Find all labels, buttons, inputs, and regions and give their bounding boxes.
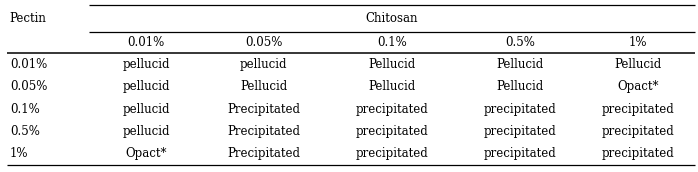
Text: 0.05%: 0.05% <box>10 80 47 93</box>
Text: Pellucid: Pellucid <box>614 58 661 71</box>
Text: precipitated: precipitated <box>484 125 557 138</box>
Text: pellucid: pellucid <box>240 58 288 71</box>
Text: precipitated: precipitated <box>601 103 674 116</box>
Text: Pellucid: Pellucid <box>497 58 544 71</box>
Text: precipitated: precipitated <box>484 147 557 160</box>
Text: 0.5%: 0.5% <box>10 125 40 138</box>
Text: precipitated: precipitated <box>601 147 674 160</box>
Text: pellucid: pellucid <box>123 103 170 116</box>
Text: 0.01%: 0.01% <box>128 36 165 49</box>
Text: 0.1%: 0.1% <box>377 36 407 49</box>
Text: 1%: 1% <box>628 36 647 49</box>
Text: 0.1%: 0.1% <box>10 103 40 116</box>
Text: precipitated: precipitated <box>355 103 429 116</box>
Text: Pellucid: Pellucid <box>240 80 288 93</box>
Text: Precipitated: Precipitated <box>227 103 300 116</box>
Text: pellucid: pellucid <box>123 125 170 138</box>
Text: 0.01%: 0.01% <box>10 58 47 71</box>
Text: 0.05%: 0.05% <box>245 36 283 49</box>
Text: 0.5%: 0.5% <box>505 36 535 49</box>
Text: Pellucid: Pellucid <box>369 58 415 71</box>
Text: Pectin: Pectin <box>10 12 47 25</box>
Text: precipitated: precipitated <box>601 125 674 138</box>
Text: Precipitated: Precipitated <box>227 147 300 160</box>
Text: 1%: 1% <box>10 147 29 160</box>
Text: pellucid: pellucid <box>123 58 170 71</box>
Text: precipitated: precipitated <box>484 103 557 116</box>
Text: Pellucid: Pellucid <box>497 80 544 93</box>
Text: Pellucid: Pellucid <box>369 80 415 93</box>
Text: Opact*: Opact* <box>126 147 167 160</box>
Text: Opact*: Opact* <box>617 80 658 93</box>
Text: Chitosan: Chitosan <box>0 171 1 172</box>
Text: precipitated: precipitated <box>355 125 429 138</box>
Text: precipitated: precipitated <box>355 147 429 160</box>
Text: Precipitated: Precipitated <box>227 125 300 138</box>
Text: Chitosan: Chitosan <box>366 12 418 25</box>
Text: pellucid: pellucid <box>123 80 170 93</box>
